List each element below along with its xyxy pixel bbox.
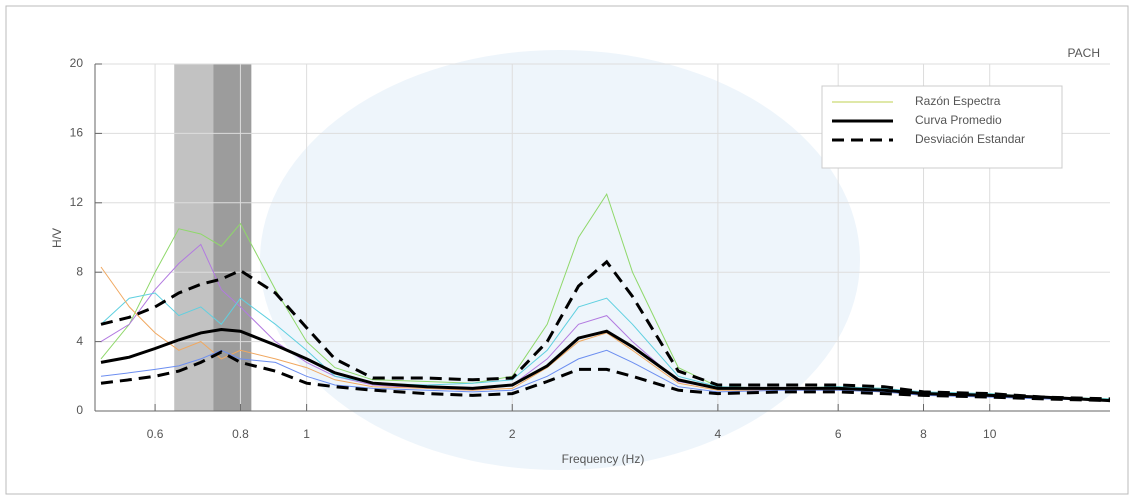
y-tick-label: 4 xyxy=(76,334,83,348)
x-tick-label: 10 xyxy=(983,427,997,441)
std-lower-line xyxy=(100,350,1111,403)
spectral-ratio-line xyxy=(100,349,1111,402)
legend-label: Curva Promedio xyxy=(915,113,1002,127)
x-tick-label: 0.8 xyxy=(232,427,249,441)
x-tick-label: 1 xyxy=(303,427,310,441)
y-tick-label: 20 xyxy=(70,56,84,70)
x-tick-label: 0.6 xyxy=(147,427,164,441)
x-tick-label: 2 xyxy=(509,427,516,441)
watermark xyxy=(260,50,860,470)
y-tick-label: 8 xyxy=(76,264,83,278)
legend-box xyxy=(821,85,1063,169)
spectral-ratio-line xyxy=(100,292,1111,400)
x-tick-label: 8 xyxy=(920,427,927,441)
x-tick-label: 6 xyxy=(835,427,842,441)
std-upper-line xyxy=(100,259,1111,401)
legend-label: Desviación Estandar xyxy=(915,132,1025,146)
y-tick-label: 16 xyxy=(70,126,84,140)
y-tick-label: 12 xyxy=(70,195,84,209)
chart-title: PACH xyxy=(1068,46,1100,60)
x-tick-label: 4 xyxy=(715,427,722,441)
x-axis-label: Frequency (Hz) xyxy=(562,452,645,466)
y-axis-label: H/V xyxy=(50,228,64,248)
mean-line xyxy=(100,327,1111,403)
legend-label: Razón Espectra xyxy=(915,94,1001,108)
y-tick-label: 0 xyxy=(76,403,83,417)
